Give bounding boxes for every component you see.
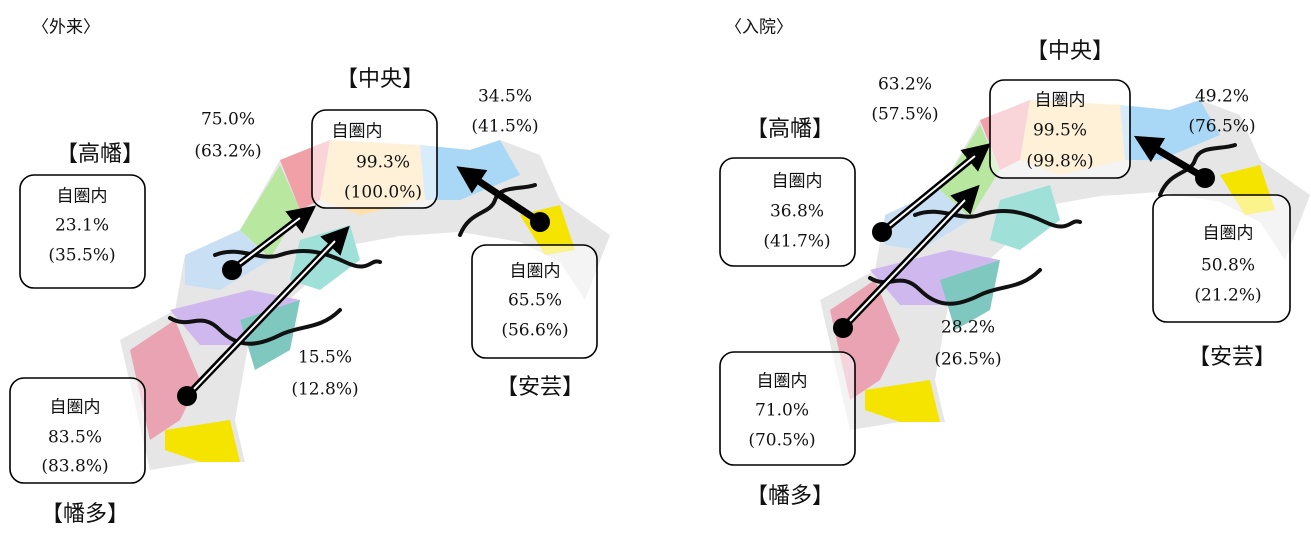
panel-title: 〈外来〉 <box>32 18 100 38</box>
region-box <box>19 174 146 289</box>
box-line: 自圏内 <box>757 372 808 392</box>
box-line: 自圏内 <box>772 172 823 192</box>
box-line: 自圏内 <box>332 122 383 142</box>
box-line: (21.2%) <box>1194 286 1261 306</box>
region-box <box>311 109 438 209</box>
panel-title: 〈入院〉 <box>725 18 793 38</box>
region-box <box>9 377 146 484</box>
box-line: 65.5% <box>508 291 562 311</box>
box-line: 23.1% <box>55 216 109 236</box>
box-line: 自圏内 <box>510 262 561 282</box>
region-box <box>471 244 598 359</box>
region-box <box>989 79 1131 179</box>
region-name: 【安芸】 <box>496 375 584 400</box>
box-line: (99.8%) <box>1026 152 1093 172</box>
region-name: 【幡多】 <box>41 502 129 527</box>
region-name: 【幡多】 <box>746 484 834 509</box>
box-line: (41.7%) <box>763 232 830 252</box>
region-box <box>1152 194 1291 323</box>
box-line: (56.6%) <box>501 321 568 341</box>
flow-label: 63.2% <box>878 75 932 95</box>
flow-label: 49.2% <box>1195 87 1249 107</box>
box-line: 36.8% <box>770 202 824 222</box>
flow-label: (12.8%) <box>291 380 358 400</box>
region-name: 【安芸】 <box>1188 345 1276 370</box>
region-box <box>719 157 856 267</box>
box-line: (35.5%) <box>48 246 115 266</box>
region-name: 【高幡】 <box>56 142 144 167</box>
box-line: (100.0%) <box>344 183 422 203</box>
flow-label: 34.5% <box>478 87 532 107</box>
box-line: 99.3% <box>356 153 410 173</box>
flow-label: 15.5% <box>298 348 352 368</box>
box-line: 99.5% <box>1033 121 1087 141</box>
box-line: (70.5%) <box>748 431 815 451</box>
flow-label: 28.2% <box>941 318 995 338</box>
box-line: 自圏内 <box>1035 91 1086 111</box>
box-line: 83.5% <box>48 428 102 448</box>
region-name: 【中央】 <box>336 67 424 92</box>
flow-label: (41.5%) <box>471 117 538 137</box>
flow-label: 75.0% <box>201 110 255 130</box>
flow-arrows <box>177 166 550 406</box>
box-line: (83.8%) <box>41 457 108 477</box>
region-name: 【中央】 <box>1026 39 1114 64</box>
box-line: 自圏内 <box>57 187 108 207</box>
flow-label: (76.5%) <box>1188 117 1255 137</box>
flow-label: (57.5%) <box>871 105 938 125</box>
flow-arrows <box>833 135 1215 338</box>
box-line: 自圏内 <box>50 398 101 418</box>
flow-label: (26.5%) <box>934 350 1001 370</box>
box-line: 自圏内 <box>1203 224 1254 244</box>
region-name: 【高幡】 <box>746 117 834 142</box>
flow-label: (63.2%) <box>194 142 261 162</box>
box-line: 71.0% <box>755 401 809 421</box>
box-line: 50.8% <box>1201 256 1255 276</box>
region-box <box>719 351 856 466</box>
